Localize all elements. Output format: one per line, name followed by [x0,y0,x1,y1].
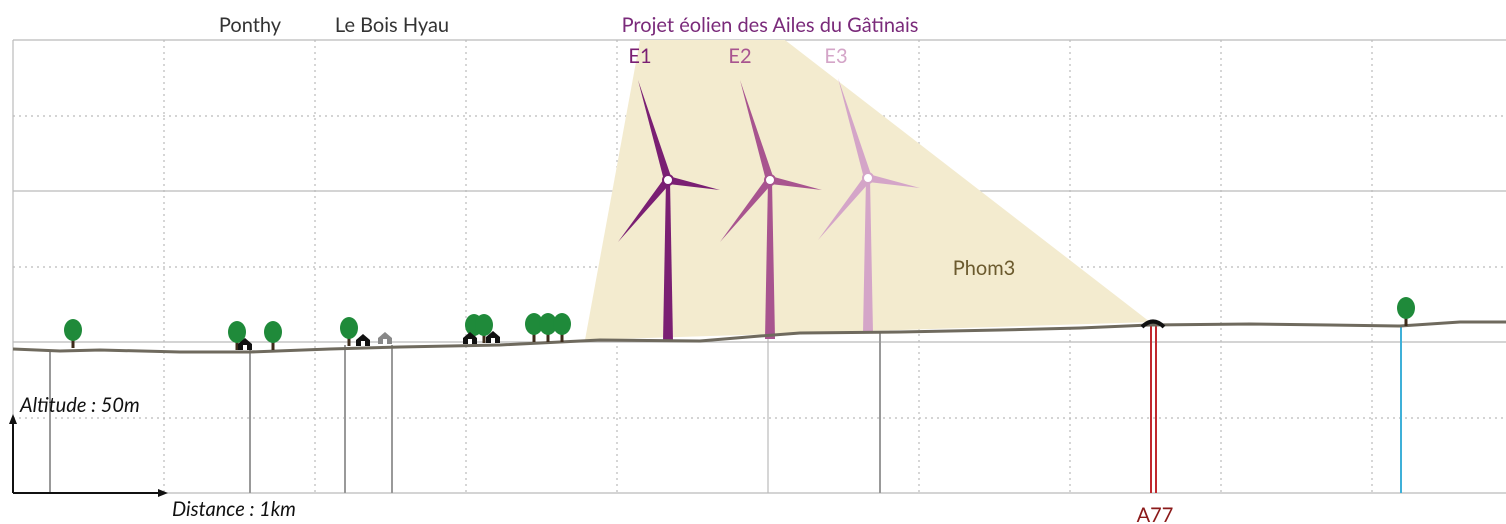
tree [475,314,493,343]
tree-crown [1397,297,1415,319]
tree-trunk [560,332,564,342]
turbine-blade [667,176,720,190]
turbine-hub [662,174,674,186]
terrain [12,320,1506,354]
stems [49,325,1402,493]
house-door [361,341,365,346]
tree-crown [525,313,543,335]
turbine-blade [618,177,672,242]
turbine-label: E1 [628,44,651,68]
tree-crown [340,317,358,339]
tree [1397,297,1415,326]
turbine-blade [638,80,672,182]
altitude-scale: Altitude : 50m [19,393,140,417]
tree-trunk [532,332,536,342]
turbine-blade [720,177,774,242]
house [463,332,477,344]
turbine-label: E3 [824,44,847,68]
house [356,334,370,346]
house [238,338,252,350]
road-bridge [1140,319,1166,329]
tree [539,313,557,342]
turbine-blade [818,175,872,240]
tree-crown [264,321,282,343]
turbine-mast [663,180,673,342]
house-door [491,338,495,343]
tree [553,313,571,342]
tree-crown [475,314,493,336]
turbine-blade [867,174,920,188]
scale-axes [9,414,168,497]
tree [64,319,82,348]
houses [238,331,500,350]
tree-crown [228,321,246,343]
turbine-mast [765,180,775,339]
turbine-hub [862,172,874,184]
road-label: A77 [1137,503,1174,524]
house-door [383,339,387,344]
turbine [818,78,920,333]
turbine-hub [764,174,776,186]
house [378,332,392,344]
tree-crown [553,313,571,335]
turbine-blade [769,176,822,190]
tree [264,321,282,350]
project-title: Projet éolien des Ailes du Gâtinais [622,13,919,37]
turbine-blade [838,78,872,180]
place-label: Ponthy [219,13,282,37]
tree-trunk [1404,316,1408,326]
distance-scale: Distance : 1km [172,497,296,521]
tree-trunk [546,332,550,342]
house [486,331,500,343]
tree [228,321,246,350]
tree [525,313,543,342]
tree-trunk [235,340,239,350]
tree-trunk [271,340,275,350]
turbine [618,80,720,342]
turbines [618,78,920,342]
turbine-label: E2 [728,44,751,68]
tree [340,317,358,346]
turbine [720,80,822,339]
tree-trunk [482,333,486,343]
tree-crown [64,319,82,341]
house-door [468,339,472,344]
trees [64,297,1415,350]
tree-crown [539,313,557,335]
house-door [243,345,247,350]
tree-trunk [71,338,75,348]
viewpoint-label: Phom3 [953,256,1016,280]
place-label: Le Bois Hyau [335,13,449,37]
tree-trunk [347,336,351,346]
turbine-mast [863,178,873,333]
turbine-blade [740,80,774,182]
